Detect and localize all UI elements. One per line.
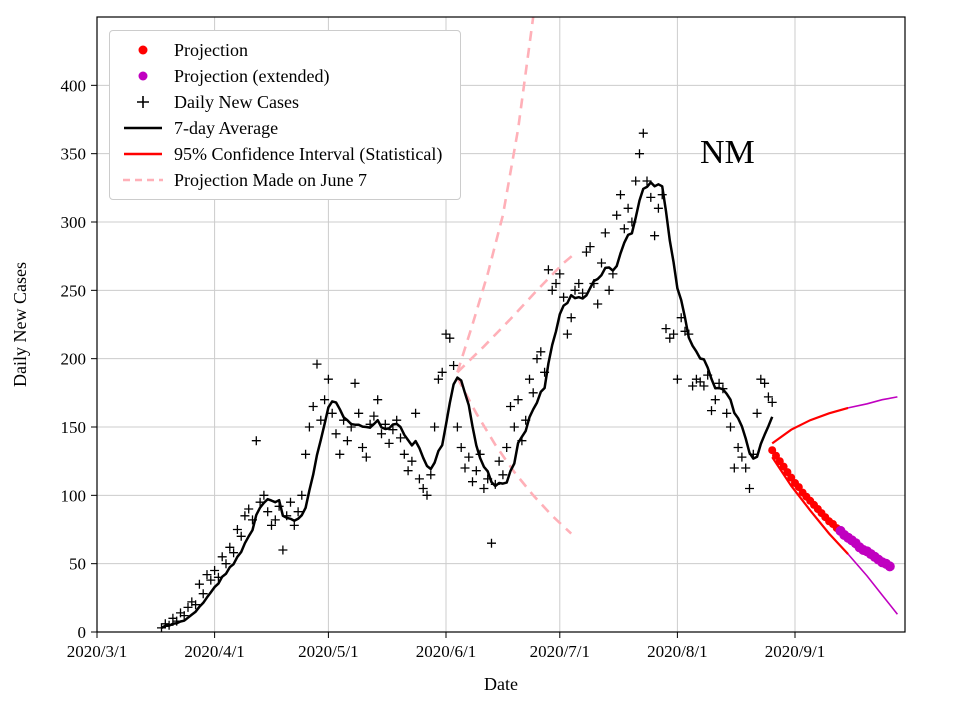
legend-label: 7-day Average — [174, 118, 279, 138]
axis-tick-labels: 2020/3/1 2020/4/1 2020/5/1 2020/6/1 2020/7/1… — [61, 76, 826, 661]
series-ci_lower_magenta — [847, 553, 899, 615]
y-tick-label: 200 — [61, 350, 87, 369]
legend-label: Projection Made on June 7 — [174, 170, 367, 190]
series-ci_lower_red — [771, 456, 849, 555]
x-tick-label: 2020/7/1 — [530, 642, 590, 661]
x-axis-label: Date — [484, 674, 518, 694]
x-tick-label: 2020/4/1 — [184, 642, 244, 661]
axis-ticks — [91, 84, 796, 638]
pink-dashed-line-icon — [120, 171, 166, 189]
y-tick-label: 0 — [78, 623, 87, 642]
red-line-icon — [120, 145, 166, 163]
series-7day-average — [160, 181, 774, 630]
red-dot-icon — [120, 41, 166, 59]
legend-item-projection-extended: Projection (extended) — [120, 67, 442, 85]
legend: Projection Projection (extended) Daily N… — [109, 30, 462, 200]
x-tick-label: 2020/6/1 — [416, 642, 476, 661]
plus-marker-icon — [120, 93, 166, 111]
y-tick-label: 350 — [61, 145, 87, 164]
series-daily-new-cases — [157, 128, 777, 632]
y-tick-label: 150 — [61, 418, 87, 437]
legend-item-daily-new-cases: Daily New Cases — [120, 93, 442, 111]
y-axis-label: Daily New Cases — [10, 262, 30, 387]
legend-item-june7-projection: Projection Made on June 7 — [120, 171, 442, 189]
series-june7_mid — [456, 252, 576, 374]
x-tick-label: 2020/9/1 — [765, 642, 825, 661]
legend-label: Projection — [174, 40, 248, 60]
x-tick-label: 2020/5/1 — [298, 642, 358, 661]
y-tick-label: 300 — [61, 213, 87, 232]
black-line-icon — [120, 119, 166, 137]
series-june7_lower — [456, 377, 573, 535]
series-projection_extended — [835, 525, 895, 572]
series-june7_upper — [456, 17, 535, 373]
y-tick-label: 250 — [61, 281, 87, 300]
legend-item-7day-average: 7-day Average — [120, 119, 442, 137]
legend-item-confidence-interval: 95% Confidence Interval (Statistical) — [120, 145, 442, 163]
x-tick-label: 2020/8/1 — [647, 642, 707, 661]
plot-frame — [96, 16, 906, 633]
magenta-dot-icon — [120, 67, 166, 85]
y-tick-label: 400 — [61, 76, 87, 95]
x-tick-label: 2020/3/1 — [67, 642, 127, 661]
series-ci_upper_red — [771, 406, 849, 445]
state-annotation: NM — [700, 134, 755, 171]
legend-label: Projection (extended) — [174, 66, 330, 86]
y-tick-label: 50 — [69, 555, 86, 574]
y-tick-label: 100 — [61, 486, 87, 505]
series-layer — [157, 17, 899, 632]
legend-label: Daily New Cases — [174, 92, 299, 112]
series-ci_upper_magenta — [847, 396, 898, 409]
legend-label: 95% Confidence Interval (Statistical) — [174, 144, 443, 164]
legend-item-projection: Projection — [120, 41, 442, 59]
